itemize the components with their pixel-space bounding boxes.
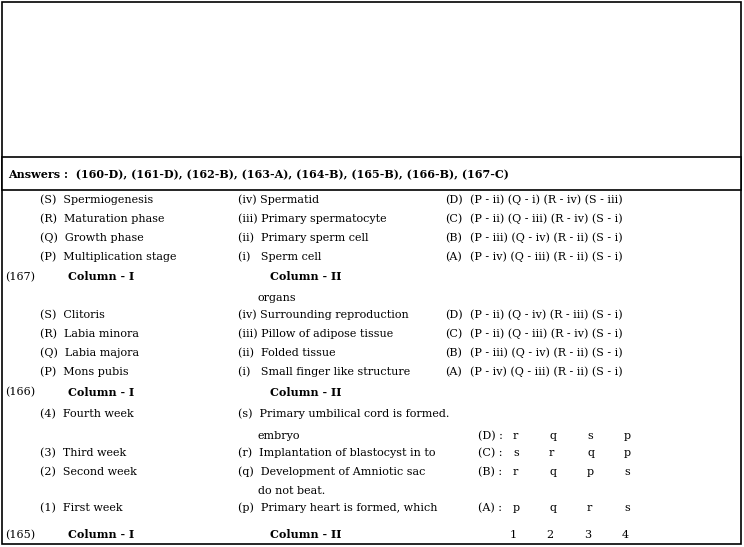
Text: q: q bbox=[587, 448, 594, 458]
Text: (P - iv) (Q - iii) (R - ii) (S - i): (P - iv) (Q - iii) (R - ii) (S - i) bbox=[470, 252, 623, 262]
Text: r: r bbox=[587, 503, 592, 513]
Text: p: p bbox=[624, 431, 631, 441]
Text: (B): (B) bbox=[445, 233, 462, 243]
Text: (P)  Multiplication stage: (P) Multiplication stage bbox=[40, 252, 176, 262]
Text: p: p bbox=[624, 448, 631, 458]
Text: (D): (D) bbox=[445, 310, 463, 320]
Text: s: s bbox=[587, 431, 593, 441]
Text: p: p bbox=[513, 503, 520, 513]
Text: (C): (C) bbox=[445, 214, 462, 224]
Text: (D) :: (D) : bbox=[478, 431, 503, 441]
Text: (i)   Small finger like structure: (i) Small finger like structure bbox=[238, 366, 410, 377]
Text: embryo: embryo bbox=[258, 431, 301, 441]
Text: (A): (A) bbox=[445, 252, 462, 262]
Bar bbox=[2, 157, 741, 190]
Text: s: s bbox=[624, 467, 629, 477]
Text: (P - iii) (Q - iv) (R - ii) (S - i): (P - iii) (Q - iv) (R - ii) (S - i) bbox=[470, 232, 623, 243]
Text: (P - ii) (Q - iii) (R - iv) (S - i): (P - ii) (Q - iii) (R - iv) (S - i) bbox=[470, 329, 623, 339]
Text: 1: 1 bbox=[510, 530, 517, 540]
Text: (P - ii) (Q - iv) (R - iii) (S - i): (P - ii) (Q - iv) (R - iii) (S - i) bbox=[470, 310, 623, 321]
Text: (C): (C) bbox=[445, 329, 462, 339]
Text: (P - ii) (Q - i) (R - iv) (S - iii): (P - ii) (Q - i) (R - iv) (S - iii) bbox=[470, 195, 623, 205]
Text: (q)  Development of Amniotic sac: (q) Development of Amniotic sac bbox=[238, 467, 426, 478]
Text: (1)  First week: (1) First week bbox=[40, 503, 123, 513]
Text: Column - II: Column - II bbox=[270, 387, 341, 398]
Text: q: q bbox=[549, 503, 556, 513]
Text: r: r bbox=[513, 467, 519, 477]
Text: (B): (B) bbox=[445, 348, 462, 358]
Text: (C) :: (C) : bbox=[478, 448, 502, 458]
Text: r: r bbox=[513, 431, 519, 441]
Text: Answers :  (160-D), (161-D), (162-B), (163-A), (164-B), (165-B), (166-B), (167-C: Answers : (160-D), (161-D), (162-B), (16… bbox=[8, 170, 509, 181]
Text: q: q bbox=[549, 431, 556, 441]
Text: (r)  Implantation of blastocyst in to: (r) Implantation of blastocyst in to bbox=[238, 447, 435, 458]
Text: (R)  Maturation phase: (R) Maturation phase bbox=[40, 214, 164, 224]
Text: (iii) Pillow of adipose tissue: (iii) Pillow of adipose tissue bbox=[238, 329, 394, 339]
Text: Column - I: Column - I bbox=[68, 387, 134, 398]
Text: (B) :: (B) : bbox=[478, 467, 502, 477]
Text: 4: 4 bbox=[622, 530, 629, 540]
Text: (ii)  Primary sperm cell: (ii) Primary sperm cell bbox=[238, 232, 368, 243]
Text: (iii) Primary spermatocyte: (iii) Primary spermatocyte bbox=[238, 214, 387, 224]
Text: organs: organs bbox=[258, 293, 297, 303]
Text: 2: 2 bbox=[546, 530, 553, 540]
Text: (D): (D) bbox=[445, 195, 463, 205]
Text: (Q)  Growth phase: (Q) Growth phase bbox=[40, 232, 144, 243]
Text: (167): (167) bbox=[5, 272, 35, 282]
Text: p: p bbox=[587, 467, 594, 477]
Text: (i)   Sperm cell: (i) Sperm cell bbox=[238, 252, 321, 262]
Text: Column - I: Column - I bbox=[68, 529, 134, 540]
Text: s: s bbox=[513, 448, 519, 458]
Text: Column - I: Column - I bbox=[68, 271, 134, 282]
Text: s: s bbox=[624, 503, 629, 513]
Text: (Q)  Labia majora: (Q) Labia majora bbox=[40, 348, 139, 358]
Text: Column - II: Column - II bbox=[270, 271, 341, 282]
Text: (ii)  Folded tissue: (ii) Folded tissue bbox=[238, 348, 336, 358]
Text: (4)  Fourth week: (4) Fourth week bbox=[40, 409, 134, 419]
Text: (P - ii) (Q - iii) (R - iv) (S - i): (P - ii) (Q - iii) (R - iv) (S - i) bbox=[470, 214, 623, 224]
Text: do not beat.: do not beat. bbox=[258, 486, 325, 496]
Text: (A): (A) bbox=[445, 367, 462, 377]
Text: (P)  Mons pubis: (P) Mons pubis bbox=[40, 366, 129, 377]
Text: (165): (165) bbox=[5, 530, 35, 540]
Text: q: q bbox=[549, 467, 556, 477]
Text: (R)  Labia minora: (R) Labia minora bbox=[40, 329, 139, 339]
Text: (iv) Surrounding reproduction: (iv) Surrounding reproduction bbox=[238, 310, 408, 321]
Text: (iv) Spermatid: (iv) Spermatid bbox=[238, 195, 319, 205]
Text: (S)  Spermiogenesis: (S) Spermiogenesis bbox=[40, 195, 153, 205]
Text: (p)  Primary heart is formed, which: (p) Primary heart is formed, which bbox=[238, 503, 437, 513]
Text: (P - iii) (Q - iv) (R - ii) (S - i): (P - iii) (Q - iv) (R - ii) (S - i) bbox=[470, 348, 623, 358]
Text: (2)  Second week: (2) Second week bbox=[40, 467, 137, 477]
Text: (A) :: (A) : bbox=[478, 503, 502, 513]
Text: r: r bbox=[549, 448, 554, 458]
Text: Column - II: Column - II bbox=[270, 529, 341, 540]
Text: (S)  Clitoris: (S) Clitoris bbox=[40, 310, 105, 320]
Text: 3: 3 bbox=[584, 530, 591, 540]
Text: (s)  Primary umbilical cord is formed.: (s) Primary umbilical cord is formed. bbox=[238, 409, 449, 420]
Text: (166): (166) bbox=[5, 387, 35, 397]
Text: (P - iv) (Q - iii) (R - ii) (S - i): (P - iv) (Q - iii) (R - ii) (S - i) bbox=[470, 366, 623, 377]
Text: (3)  Third week: (3) Third week bbox=[40, 448, 126, 458]
